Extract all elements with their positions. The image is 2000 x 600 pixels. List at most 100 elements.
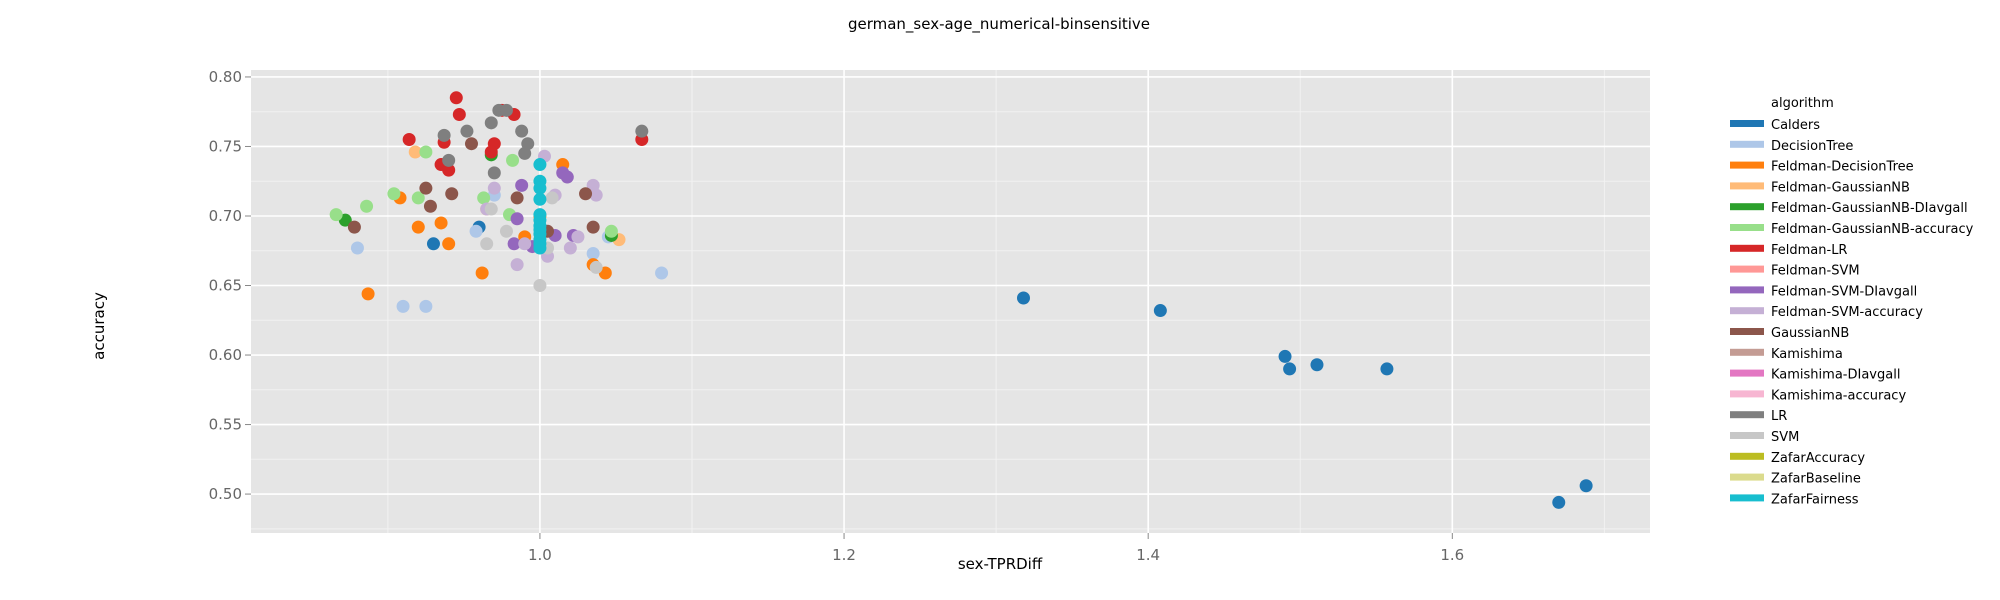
data-point bbox=[419, 145, 433, 159]
legend-swatch bbox=[1730, 120, 1764, 127]
y-tick-label: 0.70 bbox=[209, 207, 242, 225]
x-tick-label: 1.6 bbox=[1440, 546, 1464, 564]
x-tick-label: 1.0 bbox=[528, 546, 552, 564]
data-point bbox=[445, 187, 459, 201]
data-point bbox=[586, 220, 600, 234]
data-point bbox=[347, 220, 361, 234]
legend-swatch bbox=[1730, 307, 1764, 315]
legend-swatch bbox=[1730, 224, 1764, 231]
data-point bbox=[360, 199, 374, 213]
legend-swatch bbox=[1730, 182, 1764, 190]
y-tick-label: 0.60 bbox=[209, 346, 242, 364]
legend-label: ZafarFairness bbox=[1771, 492, 1859, 507]
y-tick-label: 0.75 bbox=[209, 137, 242, 155]
axis-ticks: 1.0 1.2 1.4 1.6 0.50 0.55 0.60 0.65 0.70 0.75 0.80 bbox=[209, 68, 1465, 564]
legend-swatch bbox=[1730, 473, 1764, 481]
data-point bbox=[533, 279, 547, 293]
data-point bbox=[1310, 358, 1324, 372]
legend-swatch bbox=[1730, 244, 1764, 252]
legend-label: Feldman-GaussianNB-accuracy bbox=[1771, 222, 1974, 237]
legend-label: ZafarAccuracy bbox=[1771, 451, 1865, 466]
data-point bbox=[487, 166, 501, 180]
data-point bbox=[533, 241, 547, 255]
data-point bbox=[545, 191, 559, 205]
data-point bbox=[1016, 291, 1030, 305]
data-point bbox=[1283, 362, 1297, 376]
legend-label: Kamishima-accuracy bbox=[1771, 388, 1906, 403]
data-point bbox=[477, 191, 491, 205]
data-point bbox=[1552, 495, 1566, 509]
data-point bbox=[506, 153, 520, 167]
data-point bbox=[423, 199, 437, 213]
data-point bbox=[635, 124, 649, 138]
data-point bbox=[510, 212, 524, 226]
data-point bbox=[442, 237, 456, 251]
data-point bbox=[434, 216, 448, 230]
legend-swatch bbox=[1730, 328, 1764, 335]
data-point bbox=[475, 266, 489, 280]
y-axis-label: accuracy bbox=[90, 292, 108, 360]
data-point bbox=[655, 266, 669, 280]
legend-title: algorithm bbox=[1771, 96, 1834, 111]
data-point bbox=[449, 91, 463, 105]
data-point bbox=[408, 145, 422, 159]
legend-label: Feldman-GaussianNB-DIavgall bbox=[1771, 201, 1968, 216]
data-point bbox=[589, 188, 603, 202]
data-point bbox=[480, 237, 494, 251]
data-point bbox=[604, 224, 618, 238]
legend-label: DecisionTree bbox=[1771, 139, 1853, 154]
grid bbox=[251, 70, 1650, 533]
legend-swatch bbox=[1730, 494, 1764, 502]
data-point bbox=[452, 107, 466, 121]
y-tick-label: 0.50 bbox=[209, 485, 242, 503]
legend-label: Feldman-LR bbox=[1771, 243, 1847, 258]
data-point bbox=[387, 187, 401, 201]
data-point bbox=[499, 103, 513, 117]
data-points bbox=[329, 91, 1593, 509]
data-point bbox=[329, 208, 343, 222]
data-point bbox=[411, 191, 425, 205]
data-point bbox=[589, 260, 603, 274]
legend-label: Feldman-GaussianNB bbox=[1771, 180, 1910, 195]
y-tick-label: 0.80 bbox=[209, 68, 242, 86]
legend-label: GaussianNB bbox=[1771, 326, 1849, 341]
legend-swatch bbox=[1730, 286, 1764, 294]
data-point bbox=[402, 133, 416, 147]
data-point bbox=[350, 241, 364, 255]
legend-swatch bbox=[1730, 432, 1764, 439]
legend-swatch bbox=[1730, 161, 1764, 169]
data-point bbox=[533, 181, 547, 195]
legend-swatch bbox=[1730, 203, 1764, 211]
data-point bbox=[510, 191, 524, 205]
chart-title: german_sex-age_numerical-binsensitive bbox=[848, 15, 1150, 34]
data-point bbox=[426, 237, 440, 251]
y-tick-label: 0.55 bbox=[209, 416, 242, 434]
legend-swatch bbox=[1730, 452, 1764, 460]
legend-label: Feldman-SVM-accuracy bbox=[1771, 305, 1923, 320]
data-point bbox=[518, 237, 532, 251]
data-point bbox=[442, 163, 456, 177]
data-point bbox=[586, 247, 600, 261]
legend: algorithm Calders DecisionTree Feldman-Dec… bbox=[1730, 96, 1974, 507]
data-point bbox=[533, 158, 547, 172]
data-point bbox=[1579, 479, 1593, 493]
legend-swatch bbox=[1730, 265, 1764, 273]
data-point bbox=[571, 230, 585, 244]
y-tick-label: 0.65 bbox=[209, 277, 242, 295]
data-point bbox=[487, 181, 501, 195]
data-point bbox=[484, 145, 498, 159]
legend-swatch bbox=[1730, 411, 1764, 419]
legend-label: Feldman-SVM bbox=[1771, 264, 1860, 279]
legend-label: Feldman-DecisionTree bbox=[1771, 160, 1914, 175]
data-point bbox=[464, 137, 478, 151]
data-point bbox=[460, 124, 474, 138]
x-tick-label: 1.2 bbox=[832, 546, 856, 564]
data-point bbox=[437, 128, 451, 142]
legend-label: Calders bbox=[1771, 118, 1820, 133]
data-point bbox=[361, 287, 375, 301]
data-point bbox=[579, 187, 593, 201]
data-point bbox=[484, 202, 498, 216]
plot-area bbox=[251, 70, 1650, 533]
data-point bbox=[560, 170, 574, 184]
